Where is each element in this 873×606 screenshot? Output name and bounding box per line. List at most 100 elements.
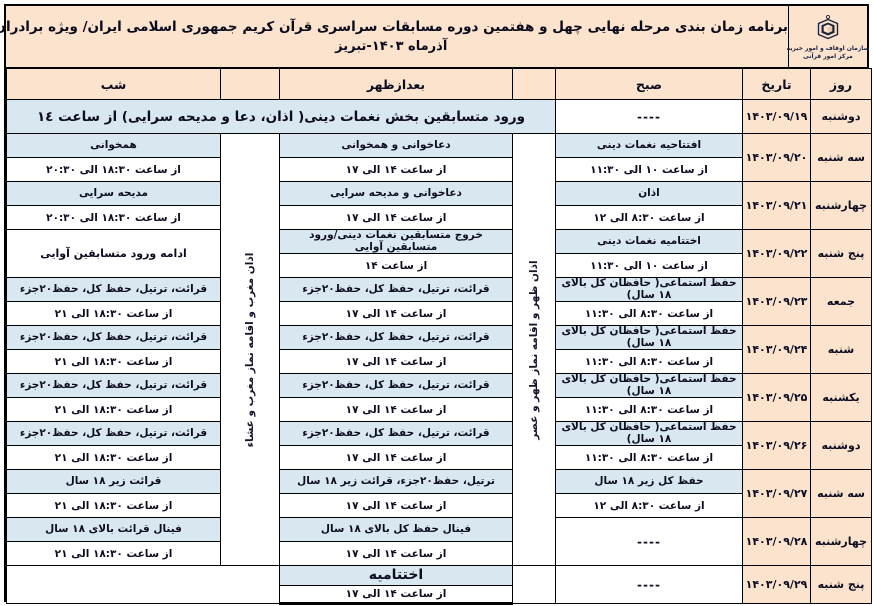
session-label-cell: خروج متسابقین نغمات دینی/ورود متسابقین آ… [279, 228, 513, 255]
session-label-cell: دعاخوانی و همخوانی [279, 133, 513, 158]
page-title: برنامه زمان بندی مرحله نهایی چهل و هفتمی… [0, 19, 788, 35]
session-label-cell: ترتیل، حفظ۲۰جزء، قرائت زیر ۱۸ سال [279, 469, 513, 495]
empty-cell [6, 565, 280, 605]
session-time-cell: از ساعت ۸:۳۰ الی ۱۱:۳۰ [555, 445, 743, 471]
session-time-cell: از ساعت ۱۸:۳۰ الی ۲۰:۳۰ [6, 157, 221, 182]
date-cell: ۱۴۰۳/۰۹/۲۳ [742, 277, 811, 327]
session-label-cell: حفظ استماعی( حافظان کل بالای ۱۸ سال) [555, 373, 743, 399]
date-cell: ۱۴۰۳/۰۹/۲۴ [742, 325, 811, 375]
session-time-cell: از ساعت ۱۸:۳۰ الی ۲۱ [6, 541, 221, 567]
session-label-cell: قرائت، ترتیل، حفظ کل، حفظ۲۰جزء [279, 325, 513, 351]
vertical-label-evening-prayer: اذان مغرب و اقامه نماز مغرب و عشاء [244, 252, 256, 448]
col-header-day: روز [810, 68, 872, 100]
session-label-cell: قرائت، ترتیل، حفظ کل، حفظ۲۰جزء [279, 277, 513, 303]
session-time-cell: از ساعت ۱۴ الی ۱۷ [279, 445, 513, 471]
session-time-cell: از ساعت ۱۸:۳۰ الی ۲۱ [6, 301, 221, 327]
date-cell: ۱۴۰۳/۰۹/۲۰ [742, 133, 811, 182]
date-cell: ۱۴۰۳/۰۹/۲۶ [742, 421, 811, 471]
session-time-cell: از ساعت ۸:۳۰ الی ۱۲ [555, 205, 743, 230]
session-label-cell: اختتامیه [279, 565, 513, 587]
session-time-cell: از ساعت ۱۸:۳۰ الی ۲۰:۳۰ [6, 205, 221, 230]
day-cell: چهارشنبه [810, 517, 872, 567]
session-time-cell: از ساعت ۱۴ الی ۱۷ [279, 301, 513, 327]
date-cell: ۱۴۰۳/۰۹/۲۹ [742, 565, 811, 605]
day-cell: سه شنبه [810, 469, 872, 519]
date-cell: ۱۴۰۳/۰۹/۲۷ [742, 469, 811, 519]
day-cell: شنبه [810, 325, 872, 375]
morning-dash-cell: ---- [555, 565, 743, 605]
session-label-cell: اختتامیه نغمات دینی [555, 228, 743, 255]
session-label-cell: قرائت، ترتیل، حفظ کل، حفظ۲۰جزء [279, 373, 513, 399]
session-label-cell: همخوانی [6, 133, 221, 158]
session-label-cell: قرائت، ترتیل، حفظ کل، حفظ۲۰جزء [6, 325, 221, 351]
page-subtitle: آذرماه ۱۴۰۳-تبریز [335, 39, 448, 54]
day-cell: دوشنبه [810, 99, 872, 134]
title-block: برنامه زمان بندی مرحله نهایی چهل و هفتمی… [0, 6, 788, 67]
session-time-cell: از ساعت ۸:۳۰ الی ۱۱:۳۰ [555, 349, 743, 375]
session-label-cell: دعاخوانی و مدیحه سرایی [279, 181, 513, 206]
day-cell: دوشنبه [810, 421, 872, 471]
session-time-cell: از ساعت ۱۴ الی ۱۷ [279, 205, 513, 230]
awqaf-caption-line1: سازمان اوقاف و امور خیریه [786, 44, 870, 52]
session-time-cell: از ساعت ۸:۳۰ الی ۱۲ [555, 493, 743, 519]
day-cell: چهارشنبه [810, 181, 872, 230]
schedule-table: روز تاریخ صبح بعدازظهر شب دوشنبه ۱۴۰۳/۰۹/… [6, 68, 872, 606]
day-cell: پنج شنبه [810, 565, 872, 605]
session-label-cell: حفظ استماعی( حافظان کل بالای ۱۸ سال) [555, 325, 743, 351]
morning-dash-cell: ---- [555, 99, 743, 134]
session-time-cell: از ساعت ۱۴ الی ۱۷ [279, 493, 513, 519]
date-cell: ۱۴۰۳/۰۹/۲۲ [742, 228, 811, 279]
date-cell: ۱۴۰۳/۰۹/۲۸ [742, 517, 811, 567]
col-header-date: تاریخ [742, 68, 811, 100]
col-header-gap-evening [220, 68, 280, 100]
session-label-cell: قرائت، ترتیل، حفظ کل، حفظ۲۰جزء [6, 421, 221, 447]
awqaf-emblem-icon [817, 14, 839, 40]
session-label-cell: حفظ استماعی( حافظان کل بالای ۱۸ سال) [555, 277, 743, 303]
column-header-row: روز تاریخ صبح بعدازظهر شب [6, 68, 872, 100]
col-header-gap-noon [512, 68, 556, 100]
session-label-cell: قرائت، ترتیل، حفظ کل، حفظ۲۰جزء [6, 277, 221, 303]
session-time-cell: از ساعت ۱۸:۳۰ الی ۲۱ [6, 397, 221, 423]
awqaf-caption-line2: مرکز امور قرآنی [803, 52, 853, 60]
session-label-cell: حفظ استماعی( حافظان کل بالای ۱۸ سال) [555, 421, 743, 447]
date-cell: ۱۴۰۳/۰۹/۲۱ [742, 181, 811, 230]
vertical-label-noon-prayer: اذان ظهر و اقامه نماز ظهر و عصر [528, 260, 540, 440]
col-header-morning: صبح [555, 68, 743, 100]
session-label-cell: فینال حفظ کل بالای ۱۸ سال [279, 517, 513, 543]
morning-dash-cell: ---- [555, 517, 743, 567]
session-label-cell: حفظ کل زیر ۱۸ سال [555, 469, 743, 495]
session-time-cell: از ساعت ۱۸:۳۰ الی ۲۱ [6, 445, 221, 471]
session-label-cell: قرائت، ترتیل، حفظ کل، حفظ۲۰جزء [6, 373, 221, 399]
night-merged-cell: ادامه ورود متسابقین آوایی [6, 228, 221, 279]
session-label-cell: قرائت زیر ۱۸ سال [6, 469, 221, 495]
col-header-night: شب [6, 68, 221, 100]
noon-prayer-column: اذان ظهر و اقامه نماز ظهر و عصر [512, 132, 556, 567]
session-time-cell: از ساعت ۱۴ الی ۱۷ [279, 157, 513, 182]
session-time-cell: از ساعت ۱۰ الی ۱۱:۳۰ [555, 253, 743, 279]
col-header-afternoon: بعدازظهر [279, 68, 513, 100]
arrival-merged-cell: ورود متسابقین بخش نغمات دینی( اذان، دعا … [6, 99, 556, 134]
session-time-cell: از ساعت ۱۴ الی ۱۷ [279, 541, 513, 567]
session-time-cell: از ساعت ۱۴ [279, 253, 513, 279]
session-label-cell: اذان [555, 181, 743, 206]
empty-cell [512, 565, 556, 605]
day-cell: یکشنبه [810, 373, 872, 423]
day-cell: پنج شنبه [810, 228, 872, 279]
evening-prayer-column: اذان مغرب و اقامه نماز مغرب و عشاء [220, 132, 280, 567]
session-time-cell: از ساعت ۱۴ الی ۱۷ [279, 585, 513, 606]
day-cell: جمعه [810, 277, 872, 327]
session-time-cell: از ساعت ۱۴ الی ۱۷ [279, 349, 513, 375]
awqaf-logo-box: سازمان اوقاف و امور خیریه مرکز امور قرآن… [786, 6, 870, 67]
date-cell: ۱۴۰۳/۰۹/۱۹ [742, 99, 811, 134]
day-cell: سه شنبه [810, 133, 872, 182]
session-label-cell: قرائت، ترتیل، حفظ کل، حفظ۲۰جزء [279, 421, 513, 447]
session-time-cell: از ساعت ۱۰ الی ۱۱:۳۰ [555, 157, 743, 182]
session-time-cell: از ساعت ۱۸:۳۰ الی ۲۱ [6, 493, 221, 519]
session-label-cell: مدیحه سرایی [6, 181, 221, 206]
title-band: سازمان اوقاف و امور خیریه مرکز امور قرآن… [0, 6, 870, 68]
session-label-cell: افتتاحیه نغمات دینی [555, 133, 743, 158]
session-time-cell: از ساعت ۱۸:۳۰ الی ۲۱ [6, 349, 221, 375]
session-time-cell: از ساعت ۸:۳۰ الی ۱۱:۳۰ [555, 301, 743, 327]
session-time-cell: از ساعت ۸:۳۰ الی ۱۱:۳۰ [555, 397, 743, 423]
